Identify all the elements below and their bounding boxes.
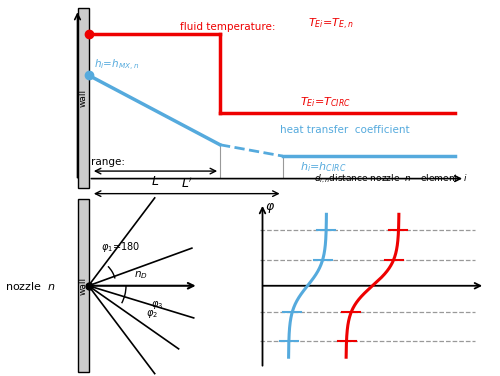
- Text: range:: range:: [91, 157, 125, 167]
- Text: $\varphi_1$=180: $\varphi_1$=180: [101, 240, 140, 254]
- Text: wall: wall: [78, 89, 88, 107]
- Text: fluid temperature:: fluid temperature:: [180, 22, 276, 32]
- Text: nozzle  $n$: nozzle $n$: [5, 280, 56, 292]
- Text: $T_{Ei}$=$T_{CIRC}$: $T_{Ei}$=$T_{CIRC}$: [300, 95, 351, 109]
- Bar: [78, 199, 88, 372]
- Bar: [78, 8, 88, 188]
- Text: $\varphi_3$: $\varphi_3$: [151, 299, 163, 311]
- Text: $h_i$=$h_{MX,n}$: $h_i$=$h_{MX,n}$: [94, 58, 138, 73]
- Text: $L'$: $L'$: [180, 177, 193, 191]
- Text: $\varphi$: $\varphi$: [265, 201, 275, 215]
- Text: heat transfer  coefficient: heat transfer coefficient: [280, 125, 409, 135]
- Text: $L$: $L$: [152, 175, 160, 188]
- Text: wall: wall: [78, 277, 88, 295]
- Text: $h_i$=$h_{CIRC}$: $h_i$=$h_{CIRC}$: [300, 160, 346, 174]
- Text: $\varphi_2$: $\varphi_2$: [146, 308, 158, 320]
- Text: $d_{i,n}$distance nozzle  $n$ – element  $i$: $d_{i,n}$distance nozzle $n$ – element $…: [314, 173, 468, 185]
- Text: $\boldsymbol{n_D}$: $\boldsymbol{n_D}$: [134, 270, 147, 281]
- Text: $T_{Ei}$=$T_{E,n}$: $T_{Ei}$=$T_{E,n}$: [308, 17, 353, 32]
